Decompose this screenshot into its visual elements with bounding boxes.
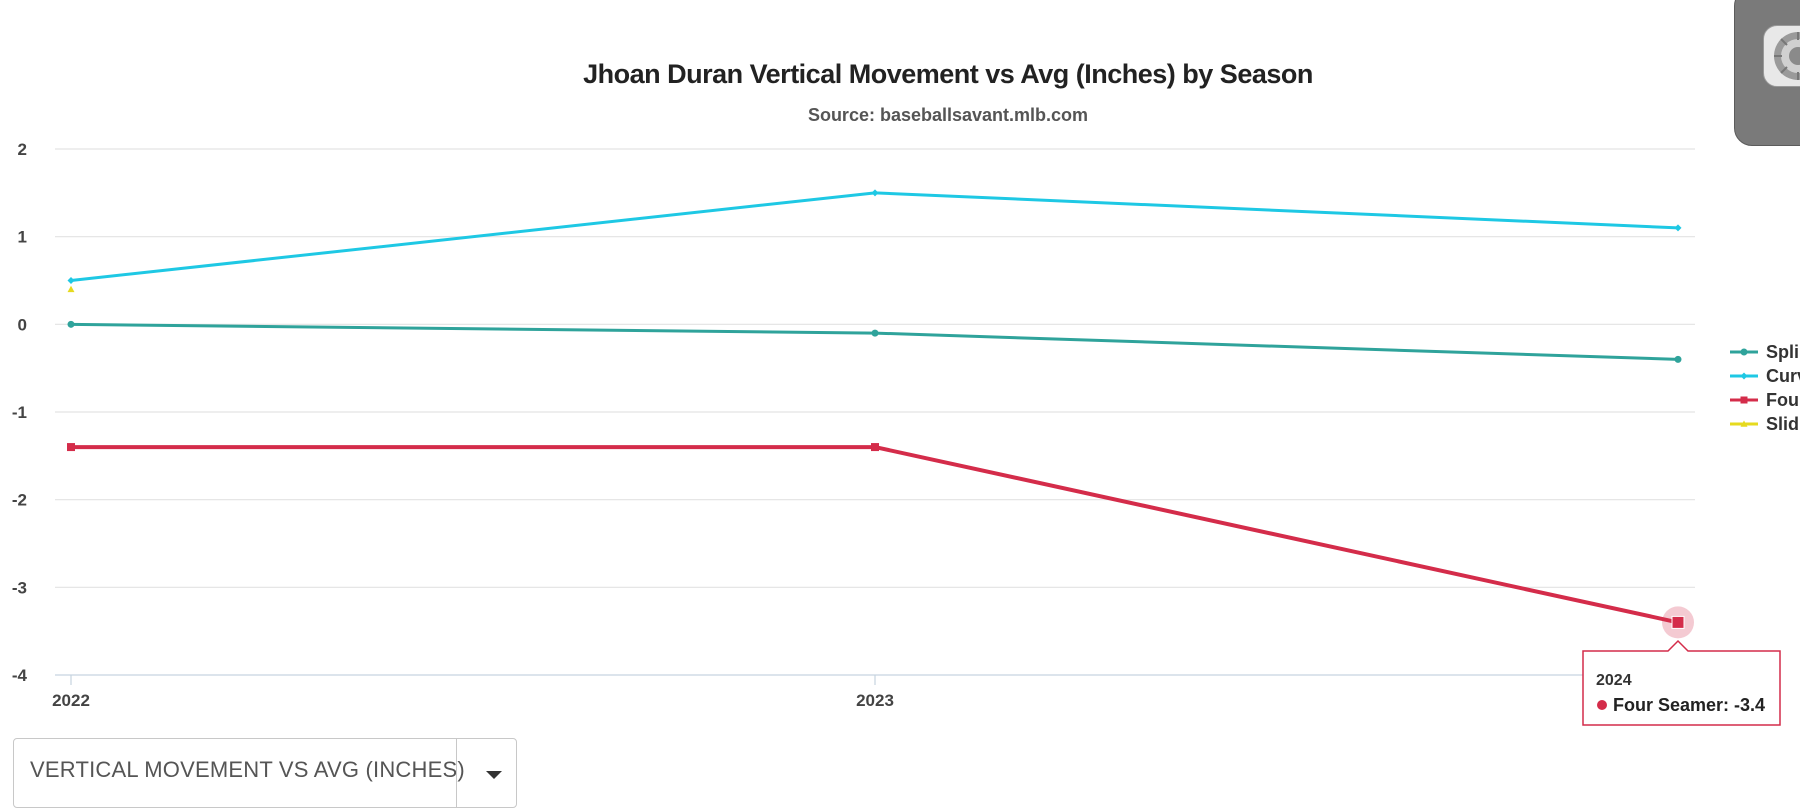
data-point[interactable] bbox=[67, 285, 75, 293]
data-point[interactable] bbox=[871, 443, 879, 452]
legend-marker bbox=[1740, 348, 1748, 356]
metric-dropdown[interactable]: VERTICAL MOVEMENT VS AVG (INCHES) bbox=[13, 738, 517, 808]
line-chart: Jhoan Duran Vertical Movement vs Avg (In… bbox=[12, 59, 1800, 726]
tooltip-value: Four Seamer: -3.4 bbox=[1613, 695, 1765, 715]
tooltip-box bbox=[1582, 639, 1781, 726]
legend-label[interactable]: Curv bbox=[1766, 366, 1800, 386]
series-group bbox=[67, 189, 1682, 627]
legend-label[interactable]: Slid bbox=[1766, 414, 1799, 434]
x-tick-label: 2023 bbox=[856, 691, 894, 710]
tooltip-year: 2024 bbox=[1596, 672, 1632, 689]
legend-label[interactable]: Four bbox=[1766, 390, 1800, 410]
tooltip: 2024 Four Seamer: -3.4 bbox=[1582, 606, 1781, 726]
settings-widget[interactable] bbox=[1734, 0, 1800, 146]
data-point[interactable] bbox=[871, 189, 879, 197]
data-point[interactable] bbox=[67, 320, 75, 328]
legend-marker bbox=[1740, 420, 1748, 427]
chart-subtitle: Source: baseballsavant.mlb.com bbox=[808, 105, 1088, 125]
x-tick-label: 2022 bbox=[52, 691, 90, 710]
y-tick-label: -1 bbox=[12, 403, 27, 422]
legend-label[interactable]: Spli bbox=[1766, 342, 1799, 362]
x-axis: 2022 2023 2024 bbox=[52, 675, 1697, 710]
metric-dropdown-label: VERTICAL MOVEMENT VS AVG (INCHES) bbox=[30, 757, 465, 782]
chevron-down-icon[interactable] bbox=[486, 771, 502, 779]
data-point[interactable] bbox=[67, 277, 75, 284]
y-tick-label: -2 bbox=[12, 491, 27, 510]
grid-lines bbox=[55, 148, 1695, 676]
y-tick-label: 0 bbox=[18, 315, 27, 334]
y-tick-label: -3 bbox=[12, 578, 27, 597]
chart-title: Jhoan Duran Vertical Movement vs Avg (In… bbox=[583, 59, 1313, 89]
data-point[interactable] bbox=[1674, 355, 1682, 363]
data-point[interactable] bbox=[67, 443, 75, 452]
series-line bbox=[70, 322, 1679, 361]
hover-marker bbox=[1671, 615, 1685, 629]
legend-marker bbox=[1740, 372, 1748, 380]
legend[interactable]: Spli Curv Four Slid bbox=[1730, 342, 1800, 434]
tooltip-dot bbox=[1597, 700, 1607, 710]
data-point[interactable] bbox=[1674, 224, 1682, 232]
y-tick-label: 2 bbox=[18, 140, 27, 159]
y-tick-label: 1 bbox=[18, 228, 27, 247]
data-point[interactable] bbox=[871, 329, 879, 337]
legend-marker bbox=[1740, 396, 1748, 404]
series-line bbox=[71, 445, 1679, 625]
y-tick-label: -4 bbox=[12, 666, 28, 685]
gear-icon[interactable] bbox=[1763, 25, 1800, 87]
dropdown-divider bbox=[456, 739, 457, 807]
y-axis-ticks: 2 1 0 -1 -2 -3 -4 bbox=[12, 140, 28, 685]
